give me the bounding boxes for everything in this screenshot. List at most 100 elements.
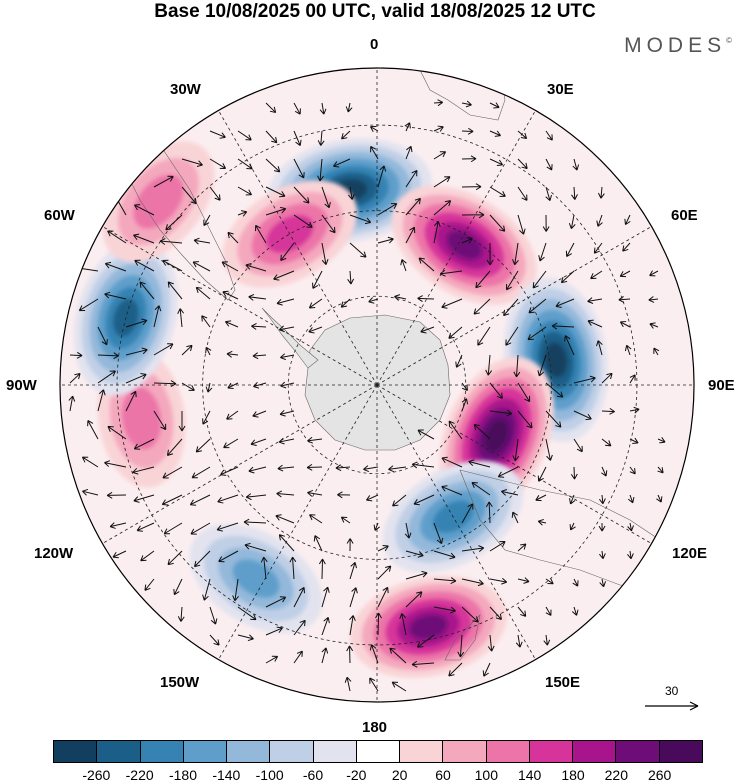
wind-arrow xyxy=(649,270,659,277)
colorbar-swatch xyxy=(313,741,357,762)
brand-mark: © xyxy=(726,36,732,45)
wind-arrow xyxy=(202,578,211,601)
wind-arrow xyxy=(506,270,519,291)
wind-arrow xyxy=(349,214,372,225)
wind-arrow xyxy=(195,286,211,300)
wind-arrow xyxy=(181,158,203,167)
wind-arrow xyxy=(542,214,550,232)
colorbar-tick-label: -140 xyxy=(212,767,241,783)
wind-arrow xyxy=(202,410,211,425)
wind-arrow xyxy=(289,556,297,580)
wind-arrow xyxy=(308,298,323,309)
wind-arrow xyxy=(489,158,504,166)
wind-arrow xyxy=(629,466,636,475)
wind-arrow xyxy=(405,226,416,244)
wind-arrow xyxy=(433,606,456,614)
wind-arrow xyxy=(448,326,463,339)
wind-arrow xyxy=(433,577,457,585)
wind-arrow xyxy=(569,522,576,531)
wind-arrow xyxy=(97,352,119,360)
wind-arrow xyxy=(293,214,313,228)
wind-arrow xyxy=(512,242,519,266)
wind-arrow xyxy=(293,102,301,115)
wind-arrow xyxy=(248,293,267,301)
wind-arrow xyxy=(571,186,578,200)
wind-arrow xyxy=(433,200,452,216)
colorbar-tick-label: 260 xyxy=(647,767,672,783)
wind-arrow xyxy=(161,494,183,506)
colorbar-swatch xyxy=(183,741,228,762)
wind-arrow xyxy=(388,465,407,473)
wind-arrow xyxy=(232,578,239,602)
wind-arrow xyxy=(153,175,174,188)
wind-arrow xyxy=(489,214,506,232)
wind-arrow xyxy=(572,578,579,587)
wind-arrow xyxy=(209,130,226,139)
wind-arrow xyxy=(545,158,553,171)
reference-arrow xyxy=(645,701,699,711)
wind-arrow xyxy=(573,410,592,421)
colorbar-swatch xyxy=(573,741,617,762)
wind-arrow xyxy=(192,261,211,272)
wind-arrow xyxy=(404,522,412,539)
wind-arrow xyxy=(461,127,474,135)
wind-arrow xyxy=(276,298,295,306)
wind-arrow xyxy=(515,634,523,648)
wind-arrow xyxy=(366,494,379,502)
wind-arrow xyxy=(568,214,576,230)
wind-arrow xyxy=(597,186,605,199)
wind-arrow xyxy=(81,456,99,468)
wind-arrow xyxy=(345,102,353,113)
wind-arrow xyxy=(319,102,327,115)
lon-label-120e: 120E xyxy=(672,545,708,562)
wind-arrow xyxy=(497,466,519,478)
wind-arrow xyxy=(226,410,239,420)
wind-arrow xyxy=(473,298,491,315)
wind-arrow xyxy=(273,270,295,281)
wind-arrow xyxy=(369,677,379,692)
wind-arrow xyxy=(349,587,358,608)
wind-arrow xyxy=(178,410,186,432)
colorbar-swatch xyxy=(616,741,660,762)
wind-arrow xyxy=(461,183,482,191)
wind-arrow xyxy=(619,321,631,328)
graticule xyxy=(60,68,694,702)
wind-arrow xyxy=(106,491,127,499)
meridian-line xyxy=(376,226,652,386)
wind-arrow xyxy=(373,522,380,531)
wind-arrow xyxy=(205,382,213,393)
wind-arrow xyxy=(461,578,484,587)
wind-arrow xyxy=(218,550,239,563)
wind-arrow xyxy=(275,514,295,524)
wind-arrow xyxy=(501,489,519,496)
wind-arrow xyxy=(441,456,463,468)
wind-arrow xyxy=(537,466,547,482)
wind-arrow xyxy=(461,100,472,108)
wind-arrow xyxy=(517,543,527,552)
colorbar-swatch xyxy=(443,741,487,762)
wind-arrow xyxy=(307,489,323,497)
wind-arrow xyxy=(441,298,463,309)
meridian-line xyxy=(218,110,378,386)
wind-arrow xyxy=(377,586,389,608)
wind-arrow xyxy=(265,626,283,636)
wind-arrow xyxy=(340,298,351,308)
wind-arrow xyxy=(227,231,239,244)
wind-arrow xyxy=(417,295,435,302)
wind-arrow xyxy=(517,214,526,235)
wind-arrow xyxy=(265,186,286,198)
antarctic-peninsula xyxy=(261,307,319,369)
wind-arrow xyxy=(571,606,579,616)
wind-arrow xyxy=(528,298,547,314)
meridian-line xyxy=(102,384,378,544)
wind-arrow xyxy=(511,511,519,524)
wind-arrow xyxy=(335,464,351,472)
wind-arrow xyxy=(545,578,554,585)
wind-arrow xyxy=(317,158,324,182)
wind-arrow xyxy=(375,612,382,636)
wind-arrow xyxy=(265,655,279,664)
wind-arrow xyxy=(468,459,491,468)
wind-arrow xyxy=(489,186,506,197)
wind-arrow xyxy=(405,145,413,160)
wind-arrow xyxy=(433,221,441,244)
